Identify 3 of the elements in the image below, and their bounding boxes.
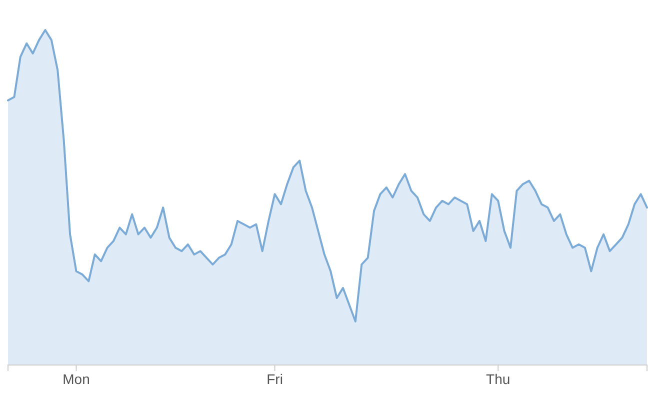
x-tick-label: Thu — [486, 370, 510, 387]
x-tick-label: Mon — [62, 370, 90, 387]
x-tick-label: Fri — [266, 370, 283, 387]
